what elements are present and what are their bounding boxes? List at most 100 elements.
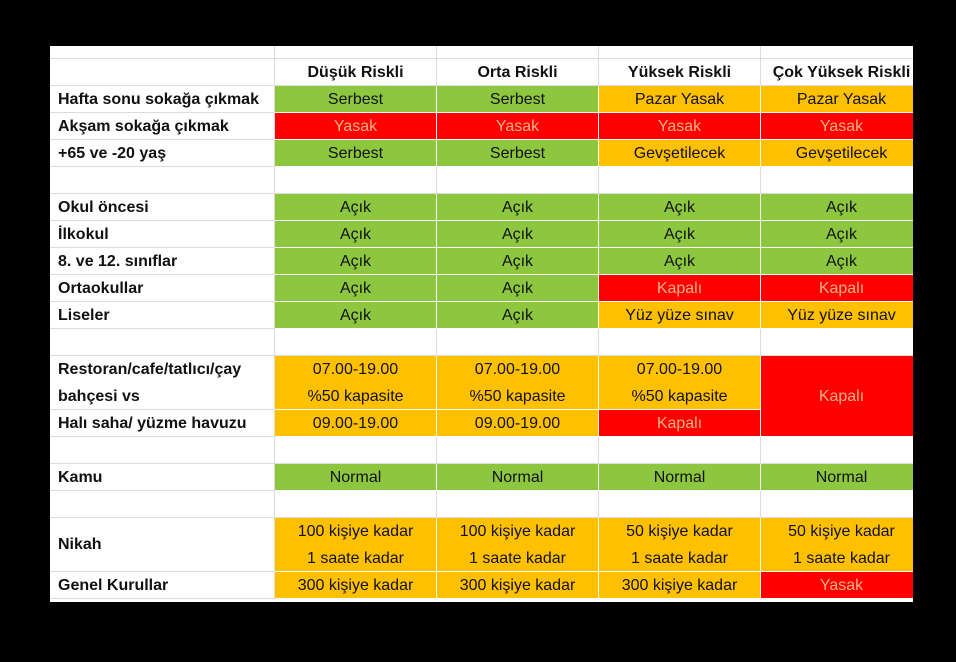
status-cell: 100 kişiye kadar 1 saate kadar (275, 518, 437, 572)
cell-text: %50 kapasite (307, 387, 404, 405)
status-cell: 50 kişiye kadar 1 saate kadar (761, 518, 913, 572)
status-cell: 50 kişiye kadar 1 saate kadar (599, 518, 761, 572)
blank-cell (437, 437, 599, 464)
blank-cell (761, 46, 913, 59)
row-label: +65 ve -20 yaş (50, 140, 275, 167)
column-header: Orta Riskli (437, 59, 599, 86)
status-cell: Açık (599, 221, 761, 248)
status-cell: Açık (437, 221, 599, 248)
cell-text: Kapalı (818, 279, 865, 297)
column-header: Düşük Riskli (275, 59, 437, 86)
cell-text: Açık (663, 225, 696, 243)
status-cell: Kapalı (761, 275, 913, 302)
status-cell: Açık (437, 275, 599, 302)
cell-text: Düşük Riskli (307, 63, 404, 81)
row-label: Halı saha/ yüzme havuzu (50, 410, 275, 437)
status-cell: 300 kişiye kadar (437, 572, 599, 599)
cell-text: Normal (653, 468, 706, 486)
column-header: Yüksek Riskli (599, 59, 761, 86)
blank-cell (599, 329, 761, 356)
cell-text: Serbest (327, 144, 384, 162)
status-cell: Yasak (275, 113, 437, 140)
cell-text: Serbest (489, 90, 546, 108)
cell-text: 07.00-19.00 (474, 360, 561, 378)
cell-text: 50 kişiye kadar (626, 522, 733, 540)
cell-text: Hafta sonu sokağa çıkmak (58, 90, 259, 108)
blank-cell (437, 46, 599, 59)
cell-text: bahçesi vs (58, 387, 140, 405)
cell-text: Yasak (495, 117, 540, 135)
cell-text: Açık (501, 252, 534, 270)
cell-text: 07.00-19.00 (636, 360, 723, 378)
status-cell: Normal (599, 464, 761, 491)
status-cell: Kapalı (761, 356, 913, 437)
blank-cell (50, 491, 275, 518)
blank-cell (50, 329, 275, 356)
cell-text: Yüz yüze sınav (787, 306, 896, 324)
cell-text: Açık (825, 198, 858, 216)
cell-text: Yasak (657, 117, 702, 135)
cell-text: 300 kişiye kadar (621, 576, 738, 594)
blank-cell (275, 46, 437, 59)
blank-cell (761, 491, 913, 518)
cell-text: 300 kişiye kadar (459, 576, 576, 594)
blank-cell (50, 167, 275, 194)
header-corner (50, 59, 275, 86)
status-cell: Normal (275, 464, 437, 491)
cell-text: Açık (339, 198, 372, 216)
cell-text: Normal (329, 468, 382, 486)
cell-text: Açık (825, 225, 858, 243)
cell-text: +65 ve -20 yaş (58, 144, 167, 162)
cell-text: Halı saha/ yüzme havuzu (58, 414, 247, 432)
status-cell: Açık (761, 248, 913, 275)
row-label: Liseler (50, 302, 275, 329)
cell-text: 1 saate kadar (307, 549, 404, 567)
status-cell: Yüz yüze sınav (599, 302, 761, 329)
cell-text: Liseler (58, 306, 110, 324)
blank-cell (599, 437, 761, 464)
blank-cell (437, 167, 599, 194)
cell-text: Açık (339, 225, 372, 243)
cell-text: Akşam sokağa çıkmak (58, 117, 229, 135)
blank-cell (761, 437, 913, 464)
cell-text: Açık (501, 198, 534, 216)
status-cell: Açık (437, 302, 599, 329)
cell-text: Ortaokullar (58, 279, 144, 297)
cell-text: Yüz yüze sınav (625, 306, 734, 324)
status-cell: 07.00-19.00 %50 kapasite (437, 356, 599, 410)
cell-text: Serbest (489, 144, 546, 162)
cell-text: Açık (501, 279, 534, 297)
cell-text: Yasak (819, 576, 864, 594)
row-label: İlkokul (50, 221, 275, 248)
cell-text: Nikah (58, 536, 102, 553)
status-cell: Açık (275, 275, 437, 302)
blank-cell (761, 329, 913, 356)
cell-text: Gevşetilecek (633, 144, 726, 162)
cell-text: %50 kapasite (631, 387, 728, 405)
cell-text: Kapalı (818, 387, 865, 405)
blank-cell (50, 46, 275, 59)
cell-text: Okul öncesi (58, 198, 149, 216)
status-cell: 07.00-19.00 %50 kapasite (275, 356, 437, 410)
status-cell: Yüz yüze sınav (761, 302, 913, 329)
row-label: Genel Kurullar (50, 572, 275, 599)
cell-text: 1 saate kadar (469, 549, 566, 567)
cell-text: Çok Yüksek Riskli (772, 63, 911, 81)
status-cell: Açık (275, 221, 437, 248)
cell-text: 50 kişiye kadar (788, 522, 895, 540)
status-cell: Yasak (437, 113, 599, 140)
cell-text: Açık (501, 225, 534, 243)
row-label: Hafta sonu sokağa çıkmak (50, 86, 275, 113)
cell-text: Kamu (58, 468, 103, 486)
cell-text: Normal (815, 468, 868, 486)
status-cell: Serbest (437, 86, 599, 113)
status-cell: Açık (437, 248, 599, 275)
status-cell: Kapalı (599, 410, 761, 437)
cell-text: Yasak (819, 117, 864, 135)
cell-text: Açık (339, 279, 372, 297)
cell-text: 8. ve 12. sınıflar (58, 252, 178, 270)
blank-cell (275, 491, 437, 518)
status-cell: Normal (761, 464, 913, 491)
status-cell: Açık (761, 194, 913, 221)
cell-text: Orta Riskli (477, 63, 558, 81)
